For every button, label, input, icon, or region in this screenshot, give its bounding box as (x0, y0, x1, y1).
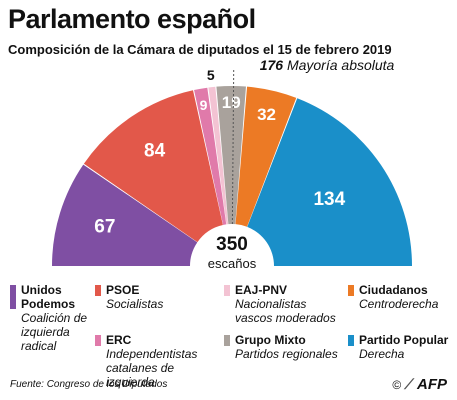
legend-party-name: ERC (106, 333, 132, 347)
seat-segment-ciudadanos (235, 86, 297, 227)
legend-item-erc: ERC Independentistas catalanes de izquie… (95, 333, 221, 389)
legend-swatch (10, 285, 16, 309)
seat-segment-psoe (83, 90, 223, 243)
legend-swatch (224, 285, 230, 296)
legend-party-description: Centroderecha (359, 297, 439, 311)
seat-count-label: 19 (222, 93, 241, 112)
legend-party-name: Unidos Podemos (21, 283, 76, 311)
seat-segment-erc (194, 87, 227, 225)
afp-wordmark: AFP (417, 376, 447, 393)
majority-label: 176 Mayoría absoluta (260, 57, 395, 73)
legend-party-description: Partidos regionales (235, 347, 338, 361)
legend-party-name: PSOE (106, 283, 140, 297)
legend-item-grupo-mixto: Grupo Mixto Partidos regionales (224, 333, 339, 361)
chart-title: Parlamento español (8, 4, 256, 34)
legend-item-psoe: PSOE Socialistas (95, 283, 215, 311)
afp-logo: © ⟋ AFP (392, 376, 447, 393)
source-note: Fuente: Congreso de los Diputados (10, 379, 168, 390)
legend-swatch (348, 335, 354, 346)
seat-segment-eaj-pnv (208, 86, 229, 225)
legend-party-description: Independentistas catalanes de izquierda (106, 347, 198, 389)
chart-subtitle: Composición de la Cámara de diputados el… (8, 42, 392, 57)
legend-swatch (224, 335, 230, 346)
total-seats-number: 350 (216, 234, 248, 255)
seat-count-label: 5 (207, 67, 215, 83)
seat-segment-grupo-mixto (216, 86, 246, 225)
copyright-symbol: © (392, 377, 402, 392)
seat-count-label: 32 (257, 105, 276, 124)
seat-count-label: 9 (200, 97, 208, 113)
afp-swoosh-icon: ⟋ (404, 376, 414, 392)
seat-count-label: 67 (94, 216, 115, 237)
legend-party-description: Socialistas (106, 297, 164, 311)
seat-count-label: 134 (313, 189, 345, 210)
legend-item-unidos-podemos: Unidos Podemos Coalición de izquierda ra… (10, 283, 90, 353)
legend-party-name: Partido Popular (359, 333, 449, 347)
legend-party-description: Coalición de izquierda radical (21, 311, 88, 353)
legend-swatch (95, 285, 101, 296)
majority-line (231, 70, 235, 225)
legend-swatch (95, 335, 101, 346)
legend-party-description: Derecha (359, 347, 405, 361)
legend-party-description: Nacionalistas vascos moderados (235, 297, 336, 325)
legend-item-partido-popular: Partido Popular Derecha (348, 333, 453, 361)
legend-item-ciudadanos: Ciudadanos Centroderecha (348, 283, 453, 311)
total-seats-label: escaños (208, 256, 257, 271)
legend-party-name: EAJ-PNV (235, 283, 288, 297)
seat-count-label: 84 (144, 141, 166, 162)
legend-party-name: Grupo Mixto (235, 333, 306, 347)
legend-swatch (348, 285, 354, 296)
seat-segment-partido-popular (247, 98, 412, 266)
legend-party-name: Ciudadanos (359, 283, 428, 297)
legend-item-eaj-pnv: EAJ-PNV Nacionalistas vascos moderados (224, 283, 339, 325)
seat-segment-unidos-podemos (52, 164, 198, 266)
